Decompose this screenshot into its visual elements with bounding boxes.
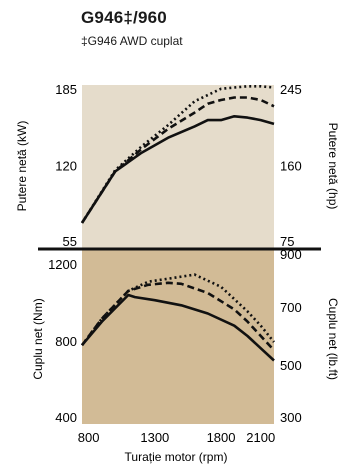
torque-series-dotted-line (80, 273, 276, 346)
power-y-axis-label-left: Putere netă (kW) (15, 121, 29, 212)
torque-y-axis-label-left: Cuplu net (Nm) (31, 298, 45, 379)
torque-y-axis-label-right: Cuplu net (lb.ft) (326, 298, 339, 380)
power-right-tick-label: 75 (280, 234, 294, 249)
power-right-tick-label: 245 (280, 82, 302, 97)
torque-right-tick-label: 500 (280, 358, 302, 373)
power-left-tick-label: 185 (55, 82, 77, 97)
x-axis-label: Turație motor (rpm) (125, 450, 228, 464)
x-tick-label: 1300 (140, 430, 169, 445)
x-tick-label: 800 (78, 430, 100, 445)
chart-title: G946‡/960 (81, 8, 167, 27)
power-series-dashed-line (80, 96, 275, 224)
power-series-solid-line (80, 115, 275, 224)
power-left-tick-label: 120 (55, 159, 77, 174)
torque-left-tick-label: 800 (55, 334, 77, 349)
x-tick-label: 2100 (246, 430, 275, 445)
torque-right-tick-label: 700 (280, 300, 302, 315)
torque-right-tick-label: 900 (280, 247, 302, 262)
torque-left-tick-label: 1200 (48, 257, 77, 272)
tick-labels-group: 5512018575160245400800120030050070090080… (48, 82, 302, 445)
chart-header: G946‡/960 ‡G946 AWD cuplat (81, 8, 183, 48)
power-y-axis-label-right: Putere netă (hp) (326, 123, 339, 210)
torque-panel-background (82, 250, 274, 424)
power-right-tick-label: 160 (280, 159, 302, 174)
power-series-group (80, 85, 275, 224)
chart-subtitle: ‡G946 AWD cuplat (81, 34, 183, 48)
torque-left-tick-label: 400 (55, 410, 77, 425)
x-tick-label: 1800 (207, 430, 236, 445)
torque-series-dashed-line (80, 281, 275, 352)
power-left-tick-label: 55 (63, 234, 77, 249)
torque-series-group (80, 273, 276, 362)
torque-series-solid-line (81, 293, 275, 362)
power-series-dotted-line (80, 85, 275, 224)
torque-right-tick-label: 300 (280, 410, 302, 425)
power-panel-background (82, 85, 274, 248)
